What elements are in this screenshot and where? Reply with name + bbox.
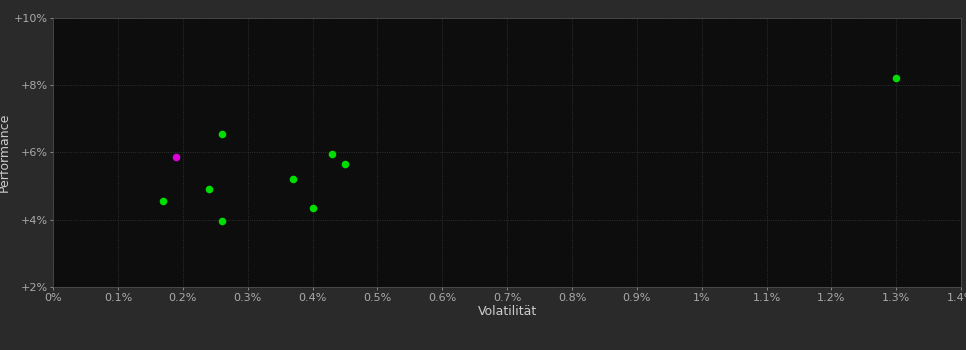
Point [889, 75, 904, 81]
Point [325, 151, 340, 157]
Point [337, 161, 353, 167]
Point [169, 154, 185, 160]
Y-axis label: Performance: Performance [0, 113, 11, 192]
Point [305, 205, 321, 211]
Point [214, 218, 230, 224]
Point [156, 198, 171, 204]
Point [285, 176, 300, 182]
Point [214, 131, 230, 136]
X-axis label: Volatilität: Volatilität [477, 305, 537, 318]
Point [201, 187, 216, 192]
